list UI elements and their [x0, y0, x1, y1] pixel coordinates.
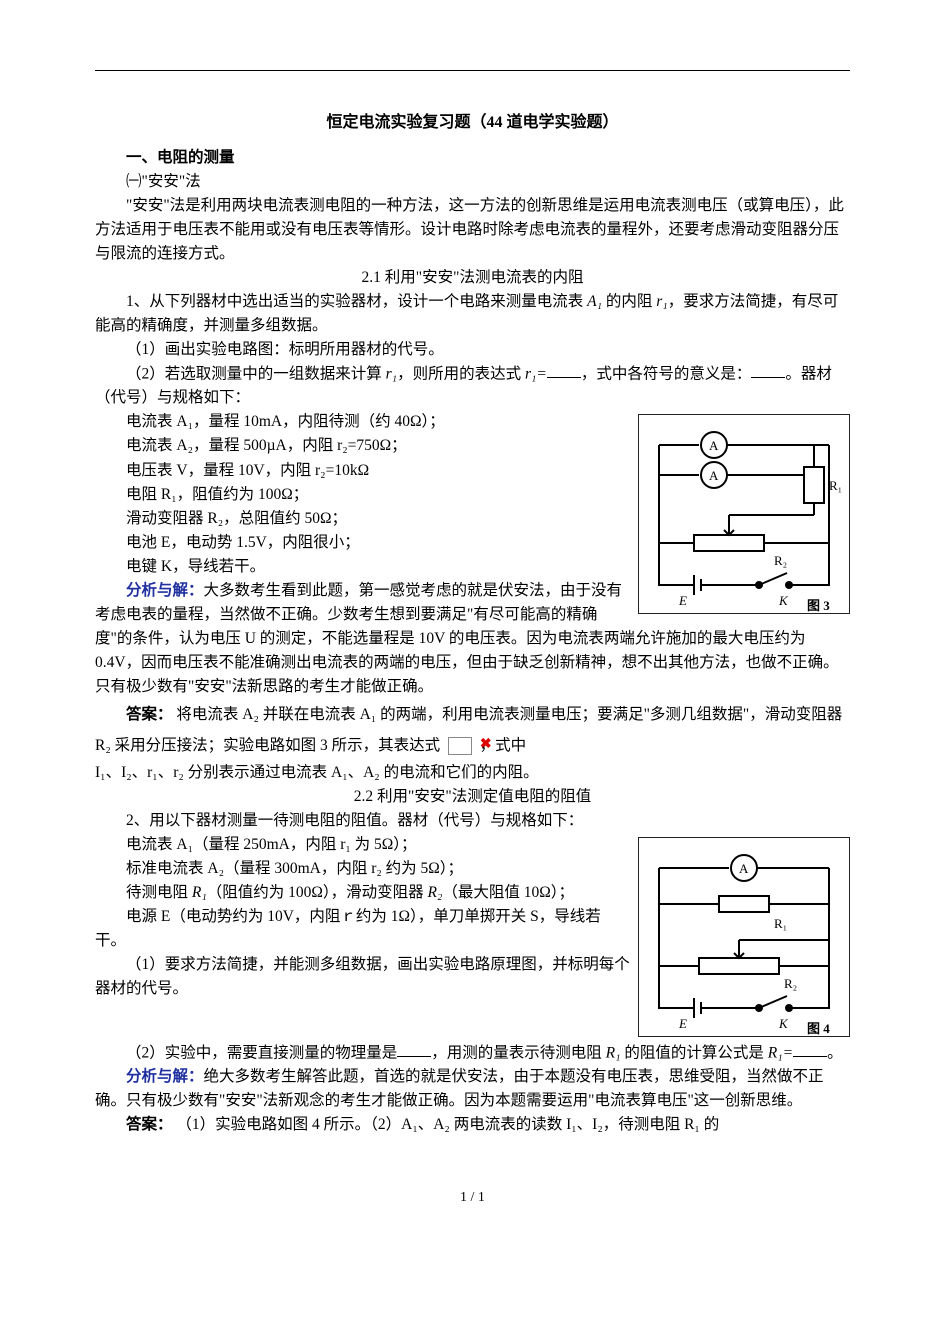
blank-R1: [793, 1041, 827, 1058]
q1-stem: 1、从下列器材中选出适当的实验器材，设计一个电路来测量电流表 A₁ 的内阻 r₁…: [95, 290, 850, 338]
document-page: 恒定电流实验复习题（44 道电学实验题） 一、电阻的测量 ㈠"安安"法 "安安"…: [0, 0, 945, 1249]
q2-stem: 2、用以下器材测量一待测电阻的阻值。器材（代号）与规格如下：: [95, 809, 850, 833]
equip2-R1b: （阻值约为 100Ω），滑动变阻器: [207, 884, 428, 901]
q2-part2a: （2）实验中，需要直接测量的物理量是: [126, 1044, 397, 1061]
sym-A1: A₁: [587, 293, 602, 310]
sym-r1-2: r₁: [386, 365, 397, 382]
figure-4: A R₁ R₂ E K 图 4: [638, 837, 850, 1037]
analysis2-text: 绝大多数考生解答此题，首选的就是伏安法，由于本题没有电压表，思维受阻，当然做不正…: [95, 1068, 824, 1109]
fig3-label: 图 3: [807, 598, 830, 613]
equip2-block: A R₁ R₂ E K 图 4 电流表 A₁（量程 250mA，内阻 r₁ 为 …: [95, 833, 850, 1041]
top-rule: [95, 70, 850, 71]
fig4-A: A: [739, 861, 749, 876]
answer2: 答案： （1）实验电路如图 4 所示。（2）A₁、A₂ 两电流表的读数 I₁、I…: [95, 1113, 850, 1137]
analysis1-label: 分析与解：: [126, 582, 204, 599]
analysis2-label: 分析与解：: [126, 1068, 204, 1085]
fig4-label: 图 4: [807, 1021, 830, 1036]
q2-part2: （2）实验中，需要直接测量的物理量是 ，用测的量表示待测电阻 R₁ 的阻值的计算公…: [95, 1041, 850, 1066]
figure-3: A A R₁ R₂ E K 图 3: [638, 414, 850, 614]
fig3-A-top: A: [709, 438, 719, 453]
sym-R1eq: R₁=: [768, 1044, 793, 1061]
sym-R2-a: R₂: [428, 884, 443, 901]
sym-R1-b: R₁: [606, 1044, 621, 1061]
sub21-title: 2.1 利用"安安"法测电流表的内阻: [95, 266, 850, 290]
q2-part2c: 的阻值的计算公式是: [621, 1044, 768, 1061]
fig4-K: K: [778, 1016, 789, 1031]
fig3-K: K: [778, 593, 789, 608]
q1-part1: （1）画出实验电路图：标明所用器材的代号。: [95, 338, 850, 362]
section-heading: 一、电阻的测量: [95, 146, 850, 170]
answer1-c: I₁、I₂、r₁、r₂ 分别表示通过电流表 A₁、A₂ 的电流和它们的内阻。: [95, 761, 850, 785]
q2-part2d: 。: [827, 1044, 843, 1061]
blank-meaning: [751, 362, 785, 379]
error-x-icon: ✖: [448, 737, 472, 755]
fig3-A-bot: A: [709, 468, 719, 483]
page-footer: 1 / 1: [95, 1187, 850, 1209]
blank-r1: [547, 362, 581, 379]
q1-part2b: ，则所用的表达式: [397, 365, 525, 382]
fig4-E: E: [678, 1016, 687, 1031]
equip2-R1a: 待测电阻: [126, 884, 192, 901]
answer1: 答案： 将电流表 A₂ 并联在电流表 A₁ 的两端，利用电流表测量电压；要满足"…: [95, 699, 850, 761]
sym-r1: r₁: [656, 293, 667, 310]
q1-stem-a: 1、从下列器材中选出适当的实验器材，设计一个电路来测量电流表: [126, 293, 587, 310]
blank-measure: [397, 1041, 431, 1058]
fig3-R2: R₂: [774, 553, 787, 568]
fig4-R2: R₂: [784, 976, 797, 991]
equip2-R1c: （最大阻值 10Ω）；: [442, 884, 574, 901]
q1-part2c: ，式中各符号的意义是：: [581, 365, 752, 382]
fig3-R1: R₁: [829, 478, 842, 493]
answer1-b: ，式中: [480, 737, 527, 754]
q1-stem-b: 的内阻: [606, 293, 656, 310]
doc-title: 恒定电流实验复习题（44 道电学实验题）: [95, 111, 850, 136]
q1-part2: （2）若选取测量中的一组数据来计算 r₁，则所用的表达式 r₁= ，式中各符号的意…: [95, 362, 850, 411]
sym-r1eq: r₁=: [525, 365, 547, 382]
method-intro: "安安"法是利用两块电流表测电阻的一种方法，这一方法的创新思维是运用电流表测电压…: [95, 194, 850, 266]
analysis2: 分析与解：绝大多数考生解答此题，首选的就是伏安法，由于本题没有电压表，思维受阻，…: [95, 1065, 850, 1113]
q1-part2a: （2）若选取测量中的一组数据来计算: [126, 365, 386, 382]
q2-part2b: ，用测的量表示待测电阻: [431, 1044, 605, 1061]
sym-R1-a: R₁: [192, 884, 207, 901]
answer2-label: 答案：: [126, 1116, 173, 1133]
answer2-text: （1）实验电路如图 4 所示。（2）A₁、A₂ 两电流表的读数 I₁、I₂，待测…: [176, 1116, 719, 1133]
answer1-label: 答案：: [126, 706, 173, 723]
equip-block: A A R₁ R₂ E K 图 3 电流表 A₁，量程 10mA，内阻待测（约 …: [95, 410, 850, 698]
sub22-title: 2.2 利用"安安"法测定值电阻的阻值: [95, 785, 850, 809]
fig4-R1: R₁: [774, 916, 787, 931]
fig3-E: E: [678, 593, 687, 608]
method-heading: ㈠"安安"法: [95, 170, 850, 194]
